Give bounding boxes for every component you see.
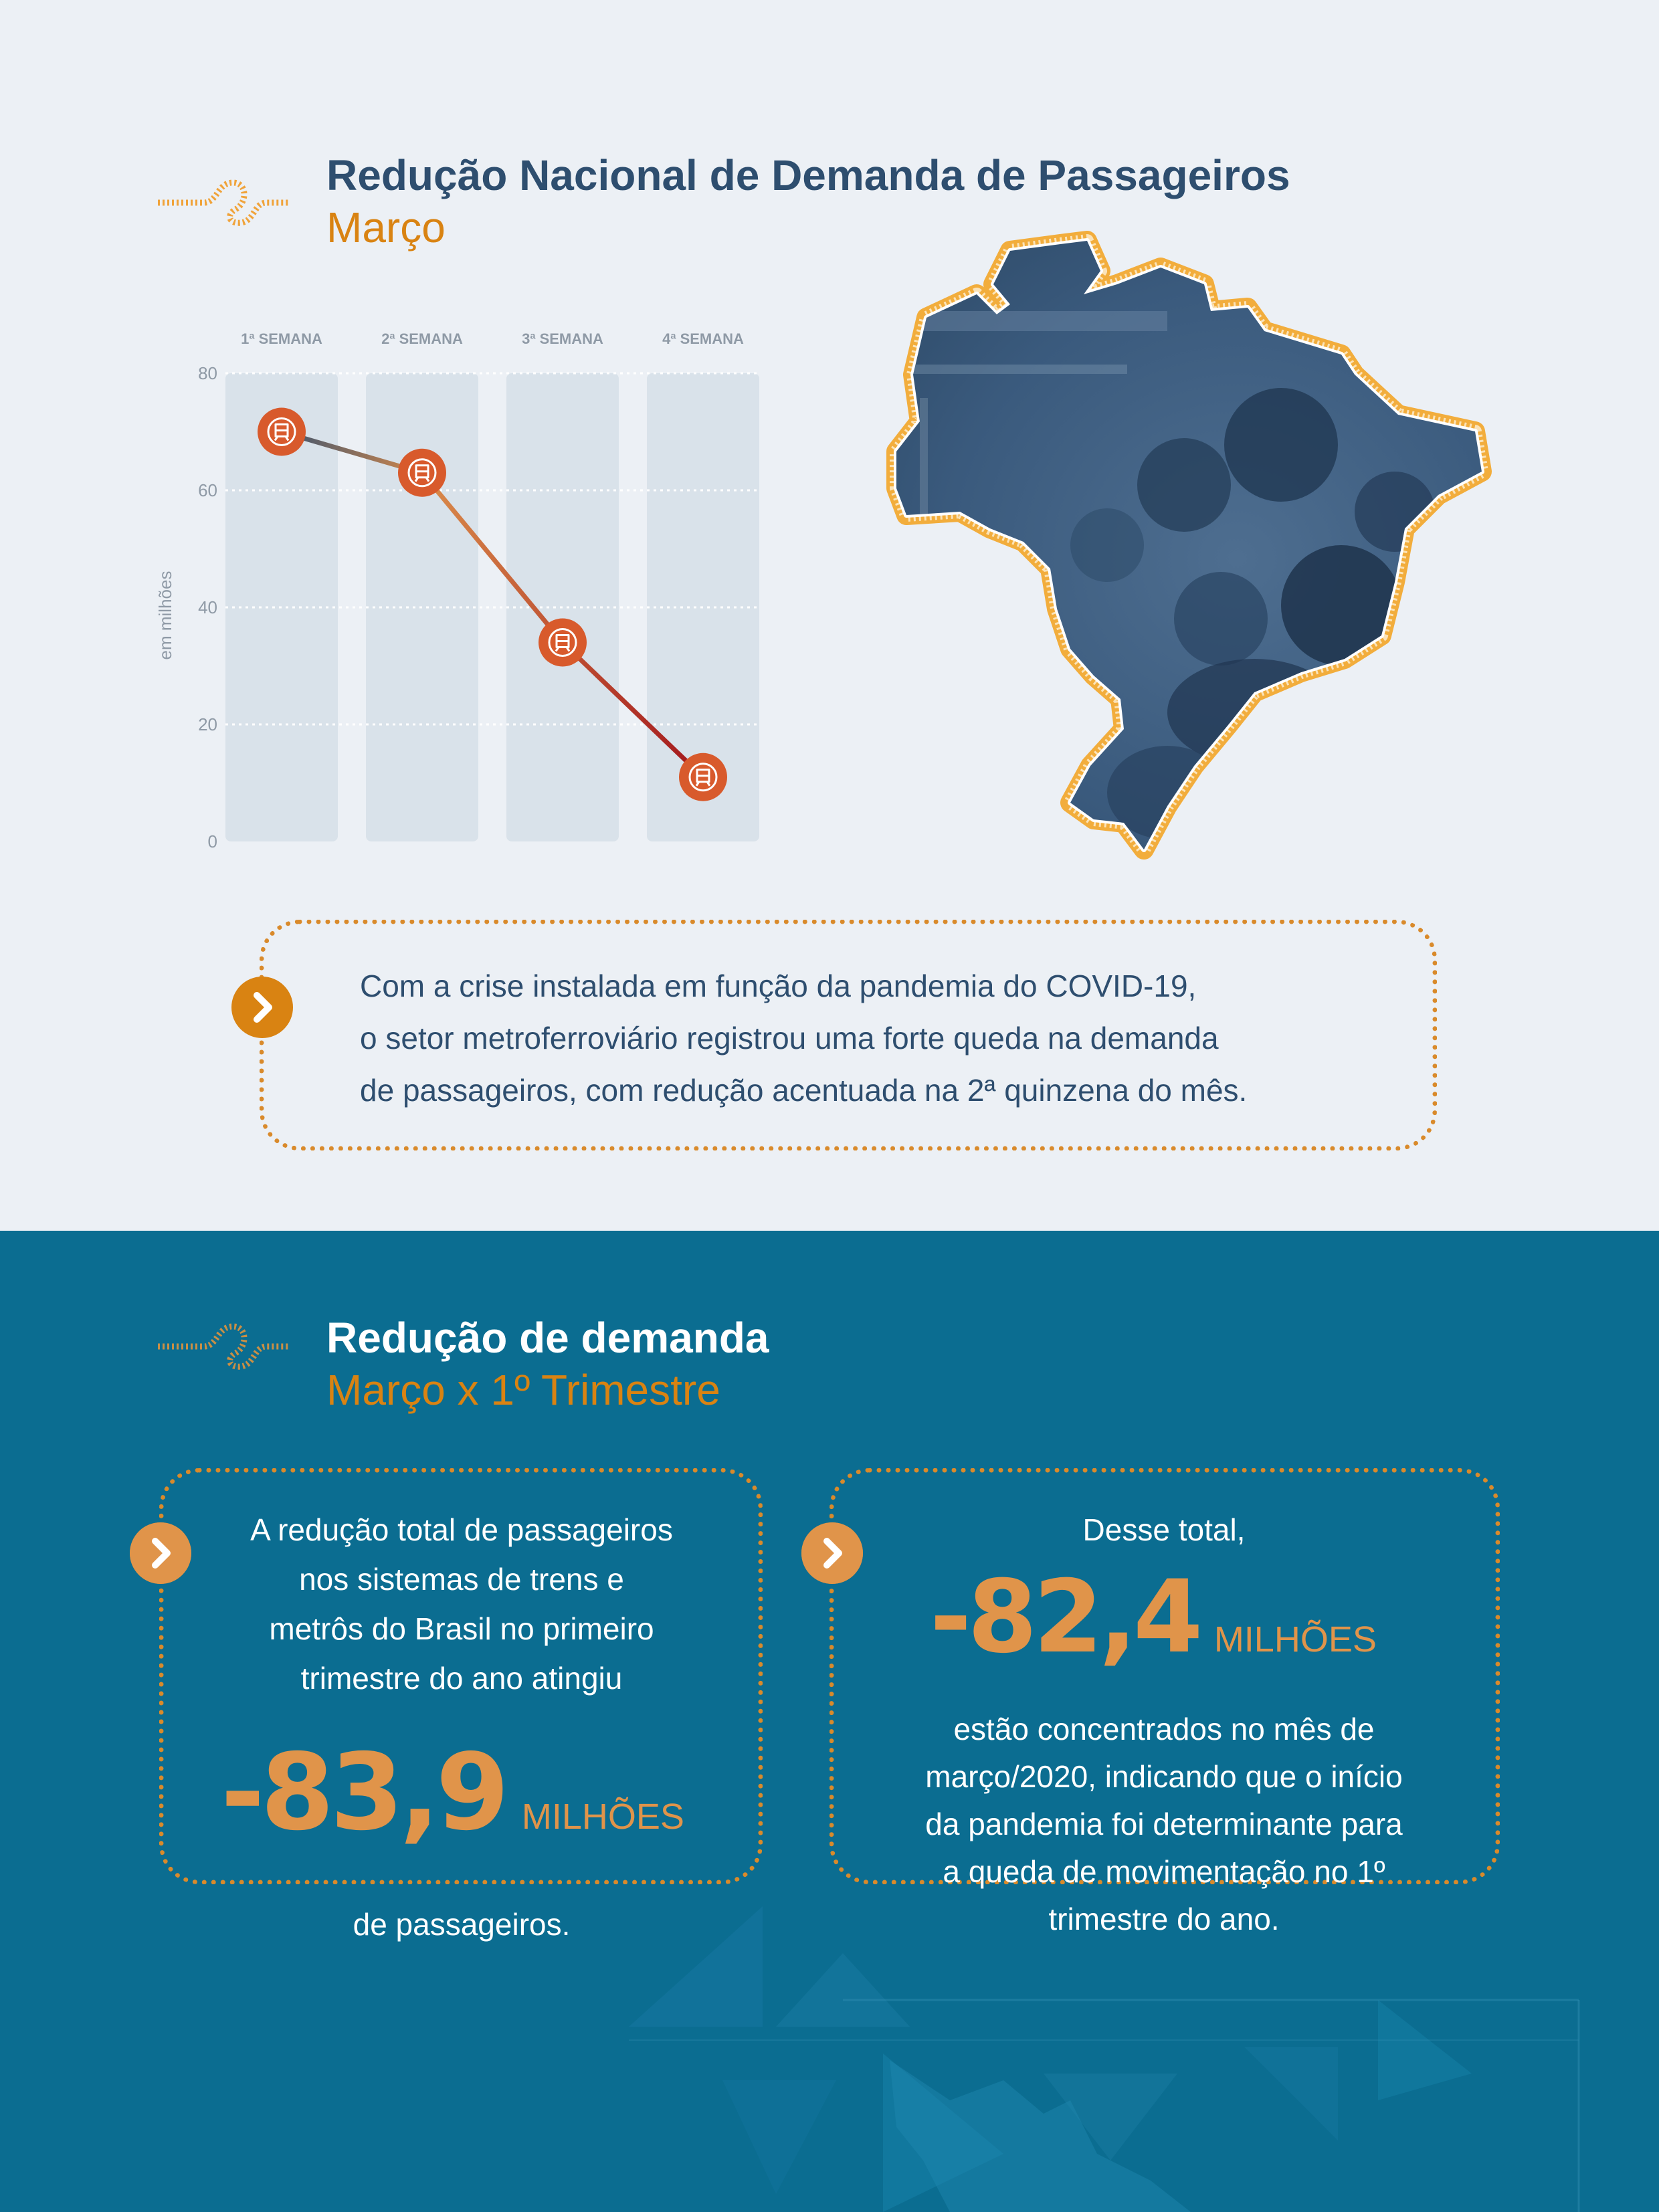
info-text-line: Com a crise instalada em função da pande…: [360, 969, 1197, 1003]
card2-text: estão concentrados no mês de março/2020,…: [870, 1706, 1458, 1943]
card2-line: estão concentrados no mês de: [953, 1712, 1375, 1746]
info-text: Com a crise instalada em função da pande…: [360, 960, 1403, 1116]
card2-line: trimestre do ano.: [1048, 1902, 1280, 1936]
y-tick-label: 40: [198, 597, 217, 617]
card1-unit: MILHÕES: [521, 1797, 684, 1837]
card1-line: trimestre do ano atingiu: [300, 1661, 623, 1696]
passenger-demand-chart: 0 20 40 60 80 1ª SEMANA 2ª SEMANA 3ª SEMANA 4ª …: [155, 330, 759, 851]
y-tick-label: 60: [198, 480, 217, 500]
card2-number: -82,4: [930, 1559, 1203, 1676]
rail-track-icon: [158, 179, 290, 226]
x-tick-label: 4ª SEMANA: [662, 330, 744, 347]
info-text-line: de passageiros, com redução acentuada na…: [360, 1073, 1248, 1108]
page-title: Redução Nacional de Demanda de Passageir…: [326, 151, 1290, 199]
card1-text: A redução total de passageiros nos siste…: [201, 1505, 722, 1703]
data-point-marker: [258, 407, 306, 456]
card2-unit: MILHÕES: [1213, 1619, 1377, 1660]
data-point-marker: [539, 618, 587, 667]
chevron-right-icon: [801, 1522, 863, 1584]
data-point-marker: [679, 752, 727, 801]
y-axis-label: em milhões: [155, 571, 175, 660]
train-icon: [414, 464, 430, 482]
card1-number: -83,9: [221, 1731, 509, 1854]
series-line: [279, 429, 706, 780]
card1-line: nos sistemas de trens e: [299, 1562, 624, 1597]
card2-intro: Desse total,: [1082, 1512, 1246, 1547]
x-tick-label: 3ª SEMANA: [522, 330, 603, 347]
card1-footer: de passageiros.: [353, 1907, 571, 1942]
chevron-right-icon: [130, 1522, 191, 1584]
background-triangles: [629, 1906, 1580, 2212]
info-text-line: o setor metroferroviário registrou uma f…: [360, 1021, 1219, 1055]
y-tick-label: 0: [208, 831, 217, 851]
y-tick-label: 80: [198, 363, 217, 383]
rail-track-icon: [158, 1323, 290, 1370]
card1-figure: -83,9 MILHÕES: [221, 1739, 729, 1846]
train-icon: [555, 634, 571, 652]
card1-line: A redução total de passageiros: [250, 1512, 673, 1547]
brazil-map-illustration: [886, 231, 1492, 860]
card2-line: da pandemia foi determinante para: [925, 1807, 1403, 1841]
page-subtitle: Março: [326, 203, 446, 252]
train-icon: [695, 769, 711, 787]
data-point-marker: [398, 448, 446, 497]
card2-figure: -82,4 MILHÕES: [930, 1565, 1465, 1670]
x-tick-label: 2ª SEMANA: [381, 330, 463, 347]
bottom-section: Redução de demanda Março x 1º Trimestre …: [0, 1231, 1659, 2212]
card1-line: metrôs do Brasil no primeiro: [269, 1611, 654, 1646]
card2-line: março/2020, indicando que o início: [925, 1759, 1403, 1794]
section-title: Redução de demanda: [326, 1314, 769, 1362]
section-subtitle: Março x 1º Trimestre: [326, 1366, 720, 1414]
y-tick-label: 20: [198, 714, 217, 734]
card-total-reduction: [159, 1468, 763, 1884]
train-icon: [274, 423, 290, 441]
card2-line: a queda de movimentação no 1º: [943, 1854, 1385, 1889]
chevron-right-icon: [231, 977, 293, 1038]
x-tick-label: 1ª SEMANA: [241, 330, 322, 347]
top-section: Redução Nacional de Demanda de Passageir…: [0, 0, 1659, 1231]
card-march-concentration: [830, 1468, 1500, 1884]
